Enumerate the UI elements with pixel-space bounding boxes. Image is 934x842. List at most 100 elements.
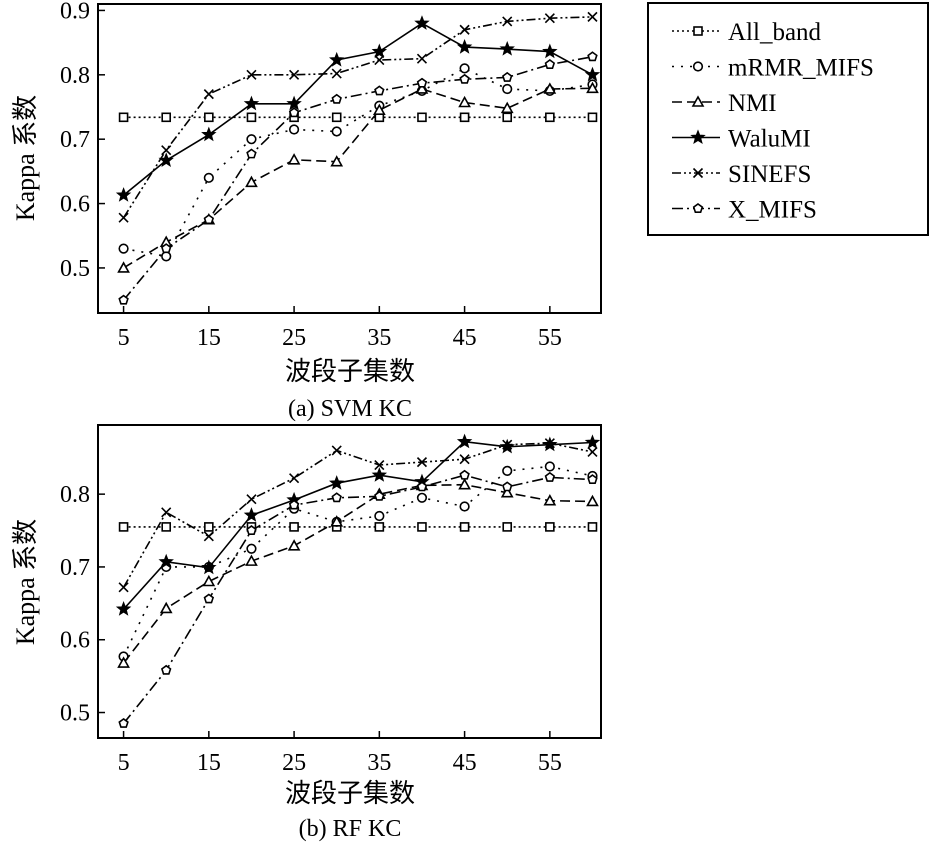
x-tick-label-svm: 25 xyxy=(282,325,306,351)
point-mrmr-mifs-rf xyxy=(459,501,470,512)
point-sinefs-rf xyxy=(587,446,598,457)
y-tick-label-svm: 0.7 xyxy=(60,127,90,153)
point-sinefs-rf xyxy=(544,438,555,449)
point-all-band-rf xyxy=(587,522,598,532)
point-nmi-rf xyxy=(500,486,514,498)
legend-item-sinefs: SINEFS xyxy=(672,161,811,188)
point-walumi-svm xyxy=(243,95,260,111)
axis-ticks-svm: 5 15 25 35 45 55 0.5 0.6 0.7 0.8 0.9 xyxy=(60,0,562,351)
point-x-mifs-svm xyxy=(118,294,129,305)
point-all-band-rf xyxy=(204,522,214,532)
point-sinefs-svm xyxy=(374,54,385,66)
panel-rf-kc: 5 15 25 35 45 55 0.5 0.6 0.7 0.8 Kappa 系数 波段子集数 (… xyxy=(11,424,602,842)
point-all-band-rf xyxy=(289,522,299,532)
point-nmi-svm xyxy=(458,95,471,108)
point-x-mifs-rf xyxy=(374,490,385,501)
point-x-mifs-rf xyxy=(331,492,342,503)
point-sinefs-rf xyxy=(331,445,342,456)
point-nmi-svm xyxy=(586,81,599,94)
point-nmi-rf xyxy=(287,539,301,551)
point-walumi-rf xyxy=(584,434,601,450)
point-x-mifs-svm xyxy=(246,148,257,159)
point-nmi-svm xyxy=(330,155,344,167)
point-nmi-rf xyxy=(543,494,557,506)
series-all-band-svm xyxy=(118,112,598,123)
legend-items: All_band mRMR_MIFS NMI WaluMI SINEFS X_MIFS xyxy=(672,19,874,224)
x-tick-label-svm: 55 xyxy=(538,325,562,351)
point-sinefs-rf xyxy=(203,531,214,542)
series-line-x-mifs-svm xyxy=(122,56,593,301)
series-x-mifs-svm xyxy=(118,51,598,305)
point-walumi-svm xyxy=(542,43,558,59)
point-nmi-rf xyxy=(245,554,258,566)
point-nmi-svm xyxy=(500,101,514,114)
point-sinefs-rf xyxy=(289,473,300,484)
point-nmi-rf xyxy=(117,656,130,668)
legend-marker-sinefs xyxy=(692,167,704,179)
legend-label-sinefs: SINEFS xyxy=(728,161,811,188)
point-all-band-rf xyxy=(459,522,470,532)
point-x-mifs-svm xyxy=(501,71,513,82)
point-mrmr-mifs-rf xyxy=(246,543,257,554)
point-walumi-rf xyxy=(158,553,174,569)
legend-label-x-mifs: X_MIFS xyxy=(728,197,817,224)
point-mrmr-mifs-svm xyxy=(459,63,470,74)
point-x-mifs-svm xyxy=(544,59,556,69)
legend-marker-mrmr-mifs xyxy=(692,61,704,72)
point-sinefs-svm xyxy=(161,145,172,156)
y-tick-label-svm: 0.9 xyxy=(60,0,90,24)
plot-frame-svm xyxy=(97,3,602,314)
series-line-nmi-svm xyxy=(123,87,593,269)
point-mrmr-mifs-svm xyxy=(161,251,172,262)
point-walumi-svm xyxy=(115,187,132,202)
point-sinefs-rf xyxy=(246,494,257,505)
point-nmi-rf xyxy=(330,515,344,527)
point-walumi-svm xyxy=(371,43,388,59)
legend-label-all-band: All_band xyxy=(728,19,822,46)
point-sinefs-svm xyxy=(587,11,598,22)
point-sinefs-rf xyxy=(502,439,513,450)
point-walumi-svm xyxy=(456,39,473,54)
legend-box xyxy=(647,2,929,236)
point-walumi-rf xyxy=(243,507,260,522)
point-x-mifs-rf xyxy=(288,499,300,510)
point-all-band-rf xyxy=(161,522,172,532)
point-x-mifs-rf xyxy=(416,481,428,492)
point-all-band-svm xyxy=(246,112,257,123)
series-line-walumi-rf xyxy=(123,440,593,610)
point-mrmr-mifs-svm xyxy=(331,126,342,137)
point-nmi-svm xyxy=(287,153,301,165)
point-all-band-svm xyxy=(459,112,470,123)
y-tick-label-svm: 0.6 xyxy=(60,192,90,218)
legend-marker-x-mifs xyxy=(692,203,704,213)
point-sinefs-svm xyxy=(459,24,470,35)
point-walumi-rf xyxy=(456,433,473,449)
legend: All_band mRMR_MIFS NMI WaluMI SINEFS X_MIFS xyxy=(647,2,929,236)
point-nmi-svm xyxy=(245,175,258,188)
legend-marker-all-band xyxy=(693,26,703,36)
x-tick-label-svm: 15 xyxy=(197,325,221,351)
point-walumi-rf xyxy=(499,438,515,454)
caption-svm: (a) SVM KC xyxy=(288,396,412,422)
point-all-band-rf xyxy=(502,522,513,532)
y-tick-label-rf: 0.8 xyxy=(60,482,90,508)
y-tick-label-svm: 0.8 xyxy=(60,63,90,89)
point-x-mifs-svm xyxy=(331,93,342,104)
x-tick-label-rf: 15 xyxy=(197,750,221,776)
point-all-band-svm xyxy=(545,112,555,123)
point-sinefs-svm xyxy=(544,13,555,24)
series-line-sinefs-svm xyxy=(122,16,593,219)
point-x-mifs-rf xyxy=(587,474,598,485)
point-nmi-svm xyxy=(543,82,557,94)
point-mrmr-mifs-rf xyxy=(416,492,428,503)
point-x-mifs-rf xyxy=(160,664,172,675)
y-tick-label-svm: 0.5 xyxy=(60,256,90,282)
x-tick-label-rf: 35 xyxy=(367,750,391,776)
point-all-band-rf xyxy=(374,522,385,532)
legend-label-walumi: WaluMI xyxy=(728,126,811,153)
point-all-band-rf xyxy=(118,522,129,532)
point-walumi-svm xyxy=(584,66,601,82)
point-sinefs-svm xyxy=(118,212,129,223)
point-mrmr-mifs-rf xyxy=(374,510,385,522)
